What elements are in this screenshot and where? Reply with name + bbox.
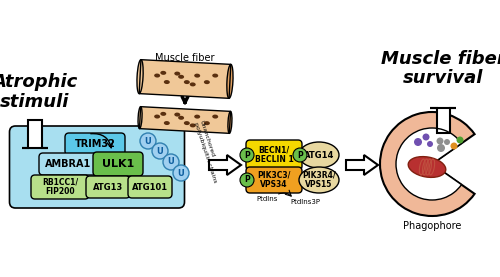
Ellipse shape [194,74,200,78]
Circle shape [414,138,422,146]
Text: U: U [168,158,174,166]
Ellipse shape [228,111,232,133]
Ellipse shape [174,112,180,117]
FancyBboxPatch shape [246,140,302,170]
Ellipse shape [190,124,196,127]
Ellipse shape [154,114,160,119]
Text: P: P [297,150,303,160]
Ellipse shape [227,64,233,98]
FancyBboxPatch shape [31,175,89,199]
Ellipse shape [408,157,446,177]
Circle shape [152,143,168,159]
Text: AMBRA1: AMBRA1 [45,159,91,169]
Polygon shape [209,155,241,175]
Ellipse shape [299,142,339,168]
Text: Unanchored
polyubiquitin chains: Unanchored polyubiquitin chains [193,120,222,184]
Ellipse shape [137,60,143,94]
Text: ULK1: ULK1 [102,159,134,169]
Circle shape [437,144,445,152]
Ellipse shape [299,167,339,193]
Circle shape [422,134,430,140]
Wedge shape [380,112,474,216]
Circle shape [444,139,450,145]
Polygon shape [140,107,230,133]
Ellipse shape [194,115,200,119]
Ellipse shape [154,73,160,78]
Ellipse shape [212,115,218,119]
Ellipse shape [190,83,196,86]
Circle shape [450,142,458,150]
Text: PtdIns: PtdIns [256,196,278,202]
Circle shape [240,173,254,187]
Circle shape [173,165,189,181]
Wedge shape [396,128,462,200]
Text: U: U [178,168,184,178]
Text: P: P [244,150,250,160]
FancyBboxPatch shape [246,167,302,193]
Ellipse shape [160,71,166,75]
Circle shape [436,137,444,145]
Ellipse shape [184,80,190,84]
Text: ATG14: ATG14 [304,150,334,160]
Text: U: U [156,147,164,155]
Text: TRIM32: TRIM32 [74,139,116,149]
Text: RB1CC1/
FIP200: RB1CC1/ FIP200 [42,178,78,196]
Ellipse shape [204,80,210,84]
Circle shape [427,141,433,147]
FancyBboxPatch shape [128,176,172,198]
Text: PIK3C3/
VPS34: PIK3C3/ VPS34 [258,171,290,189]
Text: Muscle fiber
survival: Muscle fiber survival [380,50,500,88]
Ellipse shape [178,116,184,120]
Text: ATG101: ATG101 [132,183,168,191]
Ellipse shape [212,74,218,78]
Text: Phagophore: Phagophore [403,221,461,231]
Ellipse shape [164,80,170,84]
Text: PIK3R4/
VPS15: PIK3R4/ VPS15 [302,171,336,189]
FancyBboxPatch shape [86,176,130,198]
Circle shape [456,137,464,143]
Circle shape [293,148,307,162]
Ellipse shape [138,107,142,129]
Polygon shape [346,155,378,175]
Ellipse shape [184,121,190,125]
Text: BECN1/
BECLIN 1: BECN1/ BECLIN 1 [254,146,294,164]
Ellipse shape [164,121,170,125]
Text: Atrophic
stimuli: Atrophic stimuli [0,73,78,111]
FancyBboxPatch shape [93,152,143,176]
Ellipse shape [204,121,210,125]
FancyBboxPatch shape [10,126,184,208]
FancyBboxPatch shape [39,153,97,175]
Text: Muscle fiber: Muscle fiber [155,53,215,63]
Ellipse shape [178,75,184,79]
FancyBboxPatch shape [65,133,125,155]
Circle shape [140,133,156,149]
Ellipse shape [160,112,166,116]
Text: ATG13: ATG13 [93,183,123,191]
Text: PtdIns3P: PtdIns3P [290,199,320,205]
Polygon shape [22,120,48,148]
Text: P: P [244,176,250,184]
Polygon shape [430,108,456,133]
Polygon shape [139,60,231,98]
Circle shape [163,154,179,170]
Text: U: U [144,137,152,145]
Circle shape [240,148,254,162]
Ellipse shape [174,71,180,76]
